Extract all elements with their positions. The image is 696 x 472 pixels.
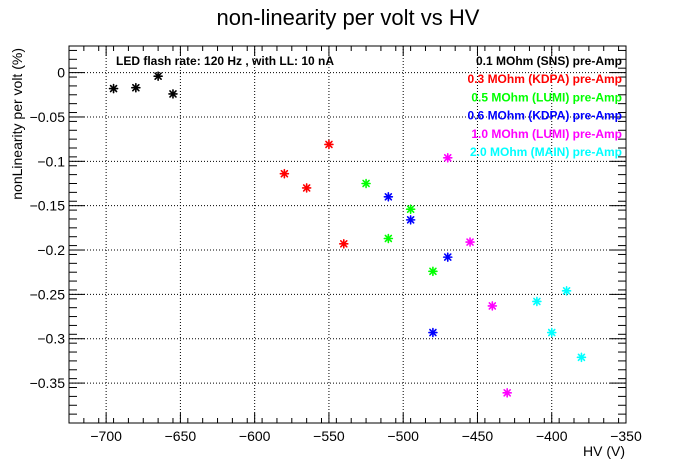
annotation-text: LED flash rate: 120 Hz , with LL: 10 nA [116,54,334,68]
data-point [428,327,438,338]
x-tick-label: −550 [313,428,345,444]
data-point [502,388,512,398]
y-tick-label: −0.2 [37,242,65,258]
legend-entry: 0.5 MOhm (LUMI) pre-Amp [471,90,622,104]
data-point [168,89,178,99]
y-tick-label: −0.3 [37,331,65,347]
y-tick-label: −0.25 [30,286,66,302]
tick-labels: −700 −650 −600 −550 −500 −450 −400 −350 0 −0.05 −0… [30,65,642,444]
x-tick-label: −350 [610,428,642,444]
data-point [153,71,163,81]
data-point [532,296,542,307]
data-point [383,233,394,244]
data-point [324,139,334,150]
data-point [405,204,416,215]
legend-entry: 0.6 MOhm (KDPA) pre-Amp [468,109,622,123]
legend-entry: 0.1 MOhm (SNS) pre-Amp [476,54,622,68]
legend-entry: 1.0 MOhm (LUMI) pre-Amp [471,127,622,141]
data-point [131,82,141,93]
data-point [383,192,394,202]
x-tick-label: −500 [387,428,419,444]
data-point [405,215,416,225]
data-point [108,83,119,94]
x-tick-label: −650 [165,428,197,444]
legend-entry: 0.3 MOhm (KDPA) pre-Amp [468,72,622,86]
y-tick-label: −0.1 [37,153,65,169]
data-point [361,178,371,189]
plot-frame [68,45,627,424]
data-point [428,266,438,277]
data-point [338,239,349,249]
y-tick-label: −0.05 [30,109,66,125]
x-tick-label: −450 [462,428,494,444]
data-point [487,301,498,311]
data-point [561,286,572,296]
data-point [546,327,557,338]
x-tick-label: −600 [239,428,271,444]
y-axis-title: nonLinearity per volt (%) [9,48,25,200]
legend-entry: 2.0 MOhm (MAIN) pre-Amp [470,145,622,159]
y-tick-label: −0.35 [30,375,66,391]
axis-ticks [68,46,627,424]
data-point [279,168,290,179]
data-point [465,237,475,247]
chart-title: non-linearity per volt vs HV [217,5,480,30]
data-point [576,352,587,363]
data-points [108,71,587,398]
x-axis-title: HV (V) [583,443,625,459]
y-tick-label: 0 [57,65,65,81]
x-tick-label: −400 [536,428,568,444]
x-tick-label: −700 [90,428,122,444]
data-point [442,252,453,262]
y-tick-label: −0.15 [30,198,66,214]
data-point [301,183,312,193]
data-point [442,152,453,163]
legend: 0.1 MOhm (SNS) pre-Amp 0.3 MOhm (KDPA) pr… [468,54,622,159]
